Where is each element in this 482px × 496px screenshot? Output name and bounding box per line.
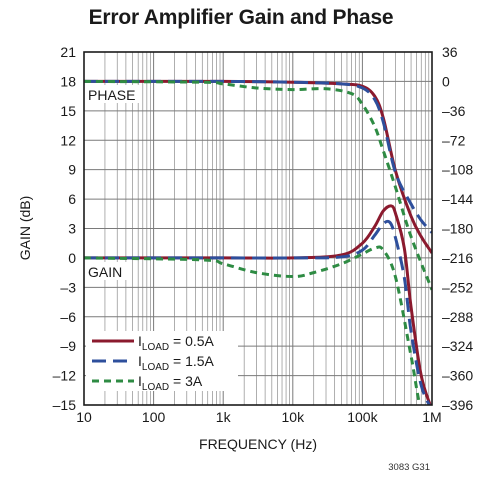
phase-curve-3A — [84, 79, 432, 291]
y-left-tick-label: –12 — [53, 368, 77, 384]
y-axis-title-left: GAIN (dB) — [17, 196, 33, 261]
tick-labels: 10 100 1k 10k 100k 1M 21 18 15 12 9 6 3 0 –3 –6 –9 –12 –15… — [53, 44, 474, 425]
y-right-tick-label: 36 — [442, 44, 458, 60]
curves — [84, 79, 432, 405]
x-axis-title: FREQUENCY (Hz) — [199, 436, 317, 452]
y-right-tick-label: –108 — [442, 162, 473, 178]
y-right-tick-label: –180 — [442, 221, 473, 237]
y-right-tick-label: –360 — [442, 368, 473, 384]
y-left-tick-label: 18 — [60, 73, 76, 89]
y-left-tick-label: 15 — [60, 103, 76, 119]
x-tick-label: 1M — [422, 409, 441, 425]
x-tick-label: 1k — [216, 409, 232, 425]
legend-label: ILOAD = 0.5A — [138, 333, 215, 353]
y-right-tick-label: –396 — [442, 397, 473, 413]
chart-title: Error Amplifier Gain and Phase — [88, 6, 394, 29]
x-tick-label: 10k — [282, 409, 306, 425]
y-left-tick-label: –6 — [60, 309, 76, 325]
y-right-tick-label: –288 — [442, 309, 473, 325]
legend-label: ILOAD = 1.5A — [138, 353, 215, 373]
plot-frame — [83, 51, 433, 406]
y-left-tick-label: 12 — [60, 132, 76, 148]
gain-curve-1_5A — [84, 219, 432, 405]
phase-curve-1_5A — [84, 79, 432, 234]
y-left-tick-label: –15 — [53, 397, 77, 413]
gain-label-bg — [86, 262, 132, 280]
y-left-tick-label: 6 — [68, 191, 76, 207]
y-left-tick-label: 21 — [60, 44, 76, 60]
y-left-tick-label: 9 — [68, 162, 76, 178]
y-right-tick-label: –72 — [442, 132, 466, 148]
y-right-tick-label: 0 — [442, 73, 450, 89]
y-right-tick-label: –144 — [442, 191, 473, 207]
y-right-tick-label: –36 — [442, 103, 466, 119]
phase-curve-0_5A — [84, 79, 432, 254]
y-left-tick-label: –9 — [60, 338, 76, 354]
y-left-tick-label: 3 — [68, 221, 76, 237]
y-left-tick-label: –3 — [60, 279, 76, 295]
gain-annotation: GAIN — [88, 264, 122, 280]
x-tick-label: 100 — [142, 409, 166, 425]
legend-label: ILOAD = 3A — [138, 373, 203, 393]
phase-label-bg — [86, 85, 142, 103]
y-left-tick-label: 0 — [68, 250, 76, 266]
phase-annotation: PHASE — [88, 87, 135, 103]
figure-code: 3083 G31 — [388, 462, 430, 473]
gain-curve-3A — [84, 245, 422, 405]
y-right-tick-label: –324 — [442, 338, 473, 354]
y-right-tick-label: –252 — [442, 279, 473, 295]
x-tick-label: 10 — [76, 409, 92, 425]
x-tick-label: 100k — [347, 409, 378, 425]
y-right-tick-label: –216 — [442, 250, 473, 266]
